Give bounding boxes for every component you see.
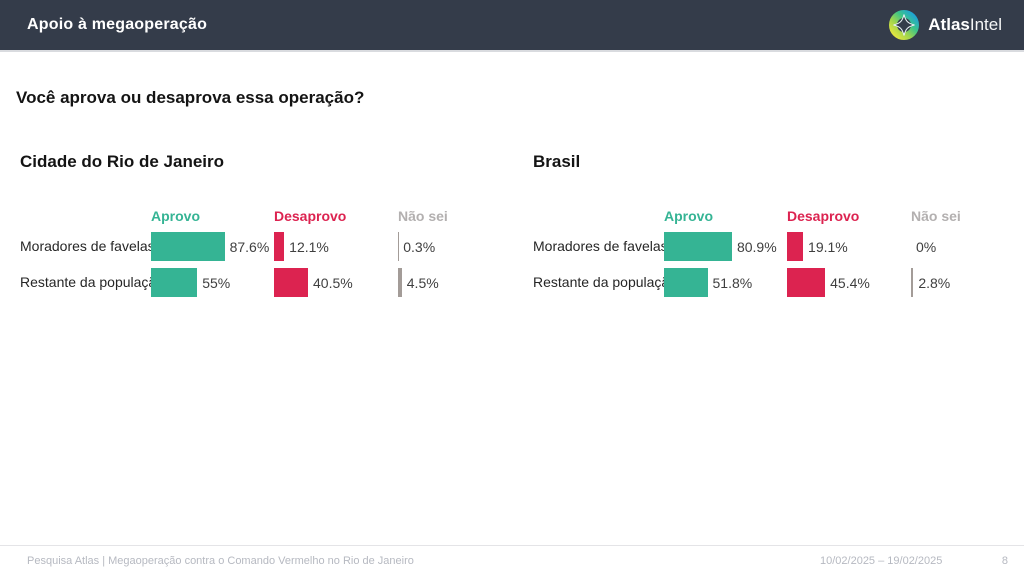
row-label: Moradores de favelas	[20, 238, 155, 254]
bar-cell: 45.4%	[787, 268, 870, 297]
column-header-nao-sei: Não sei	[398, 208, 448, 224]
slide-title: Apoio à megaoperação	[27, 16, 208, 33]
bar-cell: 80.9%	[664, 232, 777, 261]
column-header-aprovo: Aprovo	[664, 208, 713, 224]
bar-cell: 2.8%	[911, 268, 950, 297]
disapprove-bar	[274, 268, 309, 297]
neutral-bar	[911, 268, 914, 297]
row-label: Restante da população	[533, 274, 677, 290]
value-label: 19.1%	[808, 238, 848, 255]
bar-cell: 87.6%	[151, 232, 269, 261]
value-label: 0.3%	[403, 238, 436, 255]
bar-cell: 19.1%	[787, 232, 848, 261]
value-label: 45.4%	[830, 274, 870, 291]
brand-text-intel: Intel	[969, 15, 1002, 34]
value-label: 12.1%	[289, 238, 329, 255]
row-label: Moradores de favelas	[533, 238, 668, 254]
approve-bar	[664, 232, 732, 261]
row-label: Restante da população	[20, 274, 164, 290]
neutral-bar	[398, 268, 402, 297]
value-label: 2.8%	[918, 274, 951, 291]
footer-divider	[0, 545, 1024, 546]
question-title: Você aprova ou desaprova essa operação?	[16, 88, 365, 107]
disapprove-bar	[787, 232, 804, 261]
value-label: 80.9%	[736, 238, 777, 255]
atlasintel-logo-icon	[888, 9, 920, 41]
approve-bar	[664, 268, 708, 297]
value-label: 40.5%	[313, 274, 353, 291]
bar-cell: 0.3%	[398, 232, 435, 261]
bar-cell: 51.8%	[664, 268, 752, 297]
disapprove-bar	[787, 268, 826, 297]
panel-title-brasil: Brasil	[533, 152, 581, 171]
disapprove-bar	[274, 232, 285, 261]
value-label: 4.5%	[406, 274, 439, 291]
brand-text: AtlasIntel	[928, 15, 1002, 35]
atlasintel-brand: AtlasIntel	[888, 9, 1002, 41]
panel-title-rio: Cidade do Rio de Janeiro	[20, 152, 225, 171]
column-header-desaprovo: Desaprovo	[274, 208, 347, 224]
column-header-desaprovo: Desaprovo	[787, 208, 860, 224]
bar-cell: 4.5%	[398, 268, 439, 297]
panel-rio-de-janeiro: Cidade do Rio de Janeiro Aprovo Desaprov…	[20, 152, 520, 312]
approve-bar	[151, 232, 225, 261]
column-header-aprovo: Aprovo	[151, 208, 200, 224]
brand-text-atlas: Atlas	[928, 15, 970, 34]
top-bar: Apoio à megaoperação	[0, 0, 1024, 52]
bar-cell: 40.5%	[274, 268, 353, 297]
footer-page-number: 8	[1001, 555, 1008, 567]
footer-date-range: 10/02/2025 – 19/02/2025	[820, 555, 943, 567]
bar-cell: 0%	[911, 232, 936, 261]
panel-brasil: Brasil Aprovo Desaprovo Não sei Moradore…	[533, 152, 1024, 312]
value-label: 0%	[916, 238, 937, 255]
column-header-nao-sei: Não sei	[911, 208, 961, 224]
bar-cell: 55%	[151, 268, 230, 297]
value-label: 51.8%	[712, 274, 753, 291]
value-label: 55%	[202, 274, 231, 291]
bar-cell: 12.1%	[274, 232, 329, 261]
approve-bar	[151, 268, 198, 297]
footer-source: Pesquisa Atlas | Megaoperação contra o C…	[27, 555, 414, 567]
value-label: 87.6%	[229, 238, 270, 255]
